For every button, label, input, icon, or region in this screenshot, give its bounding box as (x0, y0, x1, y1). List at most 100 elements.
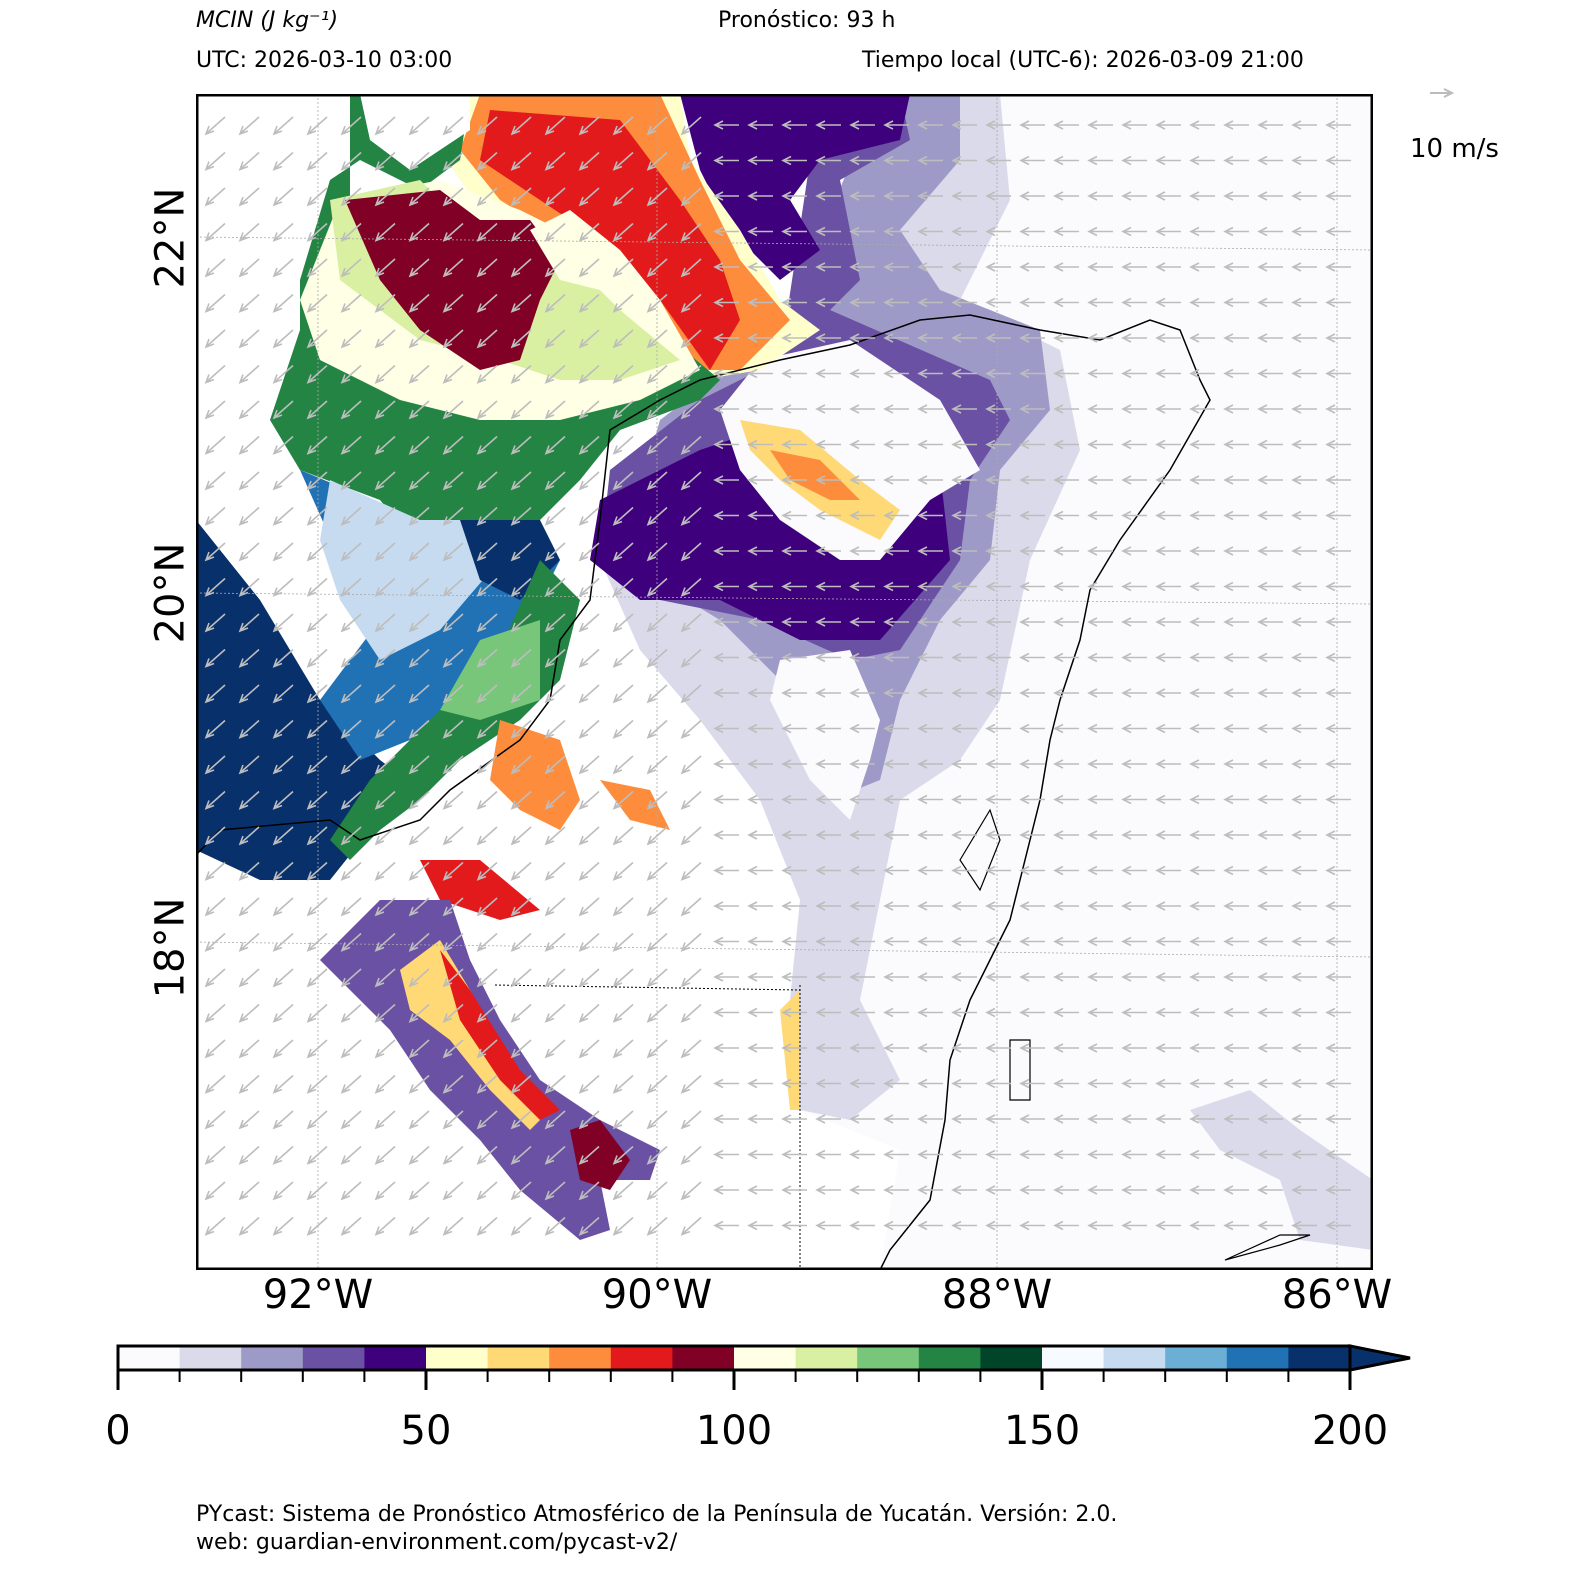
wind-arrow (985, 1149, 1011, 1160)
wind-arrow (1155, 972, 1181, 982)
wind-arrow (544, 1181, 566, 1201)
wind-arrow (408, 755, 430, 775)
wind-arrow (713, 865, 739, 876)
wind-arrow (713, 404, 739, 414)
wind-arrow (815, 546, 841, 556)
wind-arrow (1223, 688, 1249, 698)
wind-arrow (951, 333, 977, 343)
colorbar-bin (672, 1346, 735, 1370)
wind-arrow (815, 759, 841, 769)
wind-arrow (917, 120, 943, 130)
wind-arrow (680, 258, 702, 278)
wind-arrow (510, 471, 532, 491)
wind-arrow (849, 1007, 875, 1018)
lat-label: 18°N (147, 897, 194, 999)
wind-arrow (985, 581, 1011, 592)
wind-arrow (849, 262, 875, 272)
wind-arrow (340, 293, 362, 313)
wind-arrow (713, 1043, 739, 1053)
wind-arrow (849, 1114, 875, 1124)
wind-arrow (1121, 1007, 1147, 1018)
wind-arrow (578, 435, 600, 455)
wind-key-label: 10 m/s (1410, 134, 1499, 164)
wind-arrow (1053, 155, 1079, 166)
wind-arrow (442, 648, 464, 668)
wind-arrow (883, 510, 909, 521)
wind-arrow (713, 1149, 739, 1160)
wind-arrow (1257, 155, 1283, 166)
wind-arrow (1087, 759, 1113, 769)
wind-arrow (985, 1078, 1011, 1089)
wind-arrow (442, 790, 464, 810)
wind-arrow (815, 723, 841, 734)
wind-arrow (646, 577, 668, 597)
wind-arrow (1121, 333, 1147, 343)
wind-arrow (1121, 936, 1147, 947)
wind-arrow (1291, 688, 1317, 698)
wind-arrow (849, 226, 875, 237)
wind-arrow (544, 1145, 566, 1165)
wind-arrow (1189, 901, 1215, 911)
wind-arrow (1189, 368, 1215, 379)
wind-arrow (544, 861, 566, 881)
wind-arrow (510, 826, 532, 846)
wind-arrow (1053, 830, 1079, 840)
wind-arrow (1155, 368, 1181, 379)
wind-arrow (1087, 510, 1113, 521)
wind-arrow (713, 155, 739, 166)
wind-arrow (646, 755, 668, 775)
wind-arrow (510, 542, 532, 562)
wind-arrow (340, 364, 362, 384)
wind-arrow (747, 120, 773, 130)
colorbar-bin (302, 1346, 365, 1370)
wind-arrow (747, 688, 773, 698)
wind-arrow (781, 759, 807, 769)
wind-arrow (578, 329, 600, 349)
wind-arrow (1121, 368, 1147, 379)
wind-arrow (544, 719, 566, 739)
wind-arrow (883, 1220, 909, 1231)
wind-arrow (1325, 617, 1351, 627)
wind-arrow (306, 897, 328, 917)
wind-arrow (985, 794, 1011, 805)
wind-arrow (1223, 972, 1249, 982)
wind-arrow (374, 968, 396, 988)
wind-arrow (306, 719, 328, 739)
wind-arrow (374, 1039, 396, 1059)
wind-arrow (713, 191, 739, 201)
wind-arrow (204, 364, 226, 384)
wind-arrow (781, 262, 807, 272)
wind-arrow (1019, 723, 1045, 734)
wind-arrow (408, 968, 430, 988)
wind-arrow (476, 861, 498, 881)
wind-arrow (340, 577, 362, 597)
wind-arrow (1325, 226, 1351, 237)
wind-arrow (1189, 191, 1215, 201)
wind-arrow (1053, 865, 1079, 876)
wind-arrow (680, 577, 702, 597)
wind-arrow (612, 1181, 634, 1201)
wind-arrow (1257, 546, 1283, 556)
wind-arrow (578, 1216, 600, 1236)
wind-arrow (1155, 510, 1181, 521)
wind-arrow (204, 826, 226, 846)
wind-arrow (510, 790, 532, 810)
wind-arrow (340, 861, 362, 881)
wind-arrow (1325, 333, 1351, 343)
wind-arrow (1053, 1185, 1079, 1195)
wind-arrow (1325, 581, 1351, 592)
wind-arrow (1223, 1185, 1249, 1195)
wind-arrow (340, 542, 362, 562)
wind-arrow (680, 364, 702, 384)
wind-arrow (747, 368, 773, 379)
wind-arrow (1019, 297, 1045, 308)
wind-arrow (1189, 120, 1215, 130)
wind-arrow (1155, 1043, 1181, 1053)
wind-arrow (917, 1114, 943, 1124)
wind-arrow (374, 861, 396, 881)
wind-arrow (1257, 1078, 1283, 1089)
wind-arrow (612, 187, 634, 207)
wind-arrow (442, 151, 464, 171)
wind-arrow (1155, 830, 1181, 840)
wind-arrow (815, 226, 841, 237)
